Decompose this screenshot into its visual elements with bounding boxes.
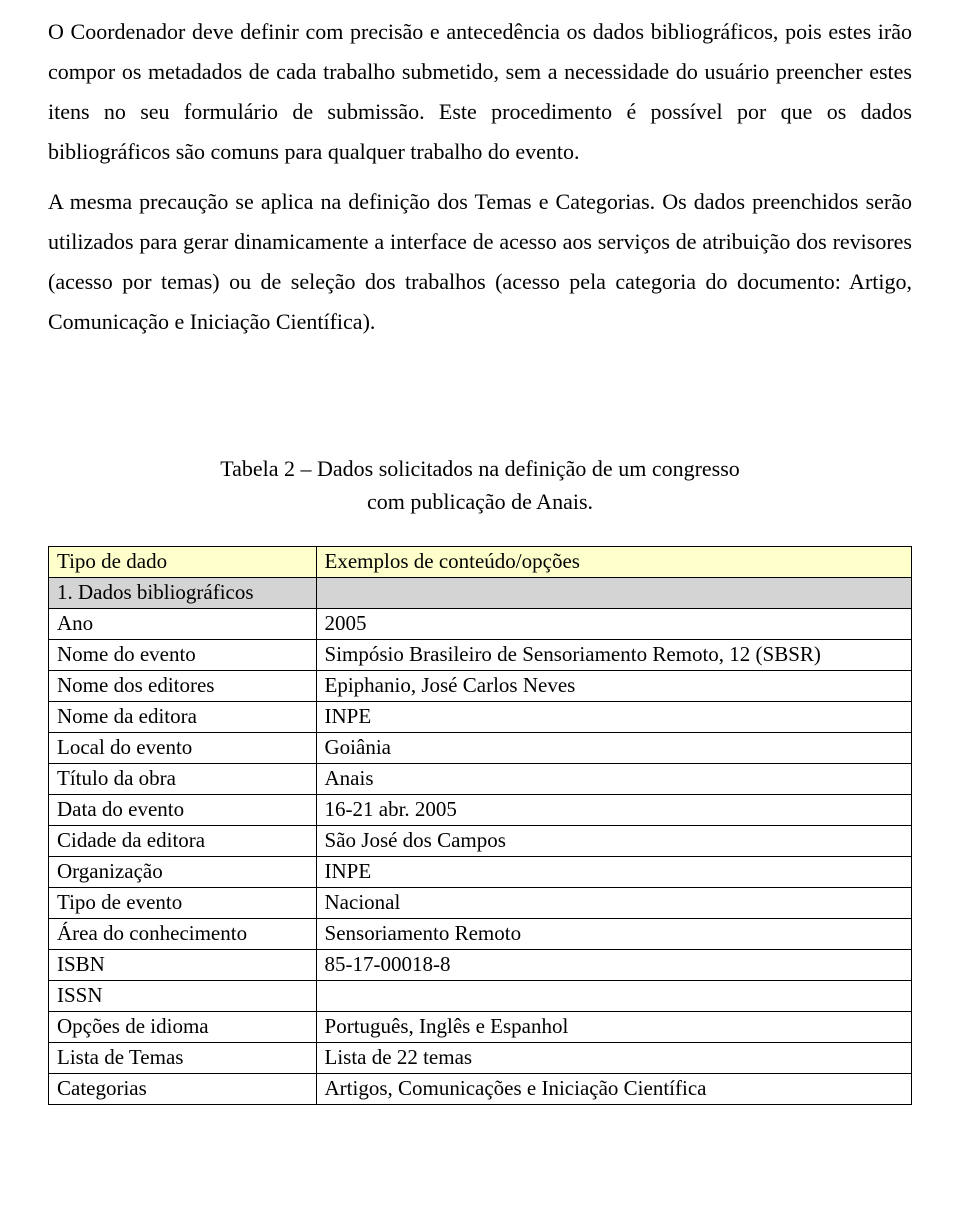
table-cell-label: Nome da editora bbox=[49, 702, 317, 733]
document-page: O Coordenador deve definir com precisão … bbox=[0, 0, 960, 1145]
table-body: Tipo de dado Exemplos de conteúdo/opções… bbox=[49, 547, 912, 1105]
table-section-row: 1. Dados bibliográficos bbox=[49, 578, 912, 609]
table-cell-value: Lista de 22 temas bbox=[316, 1043, 911, 1074]
body-paragraph-1: O Coordenador deve definir com precisão … bbox=[48, 12, 912, 172]
table-row: OrganizaçãoINPE bbox=[49, 857, 912, 888]
table-cell-value: São José dos Campos bbox=[316, 826, 911, 857]
table-row: CategoriasArtigos, Comunicações e Inicia… bbox=[49, 1074, 912, 1105]
table-cell-label: Tipo de evento bbox=[49, 888, 317, 919]
table-row: Local do eventoGoiânia bbox=[49, 733, 912, 764]
table-cell-value: Goiânia bbox=[316, 733, 911, 764]
table-cell-value: INPE bbox=[316, 702, 911, 733]
table-cell-value: Português, Inglês e Espanhol bbox=[316, 1012, 911, 1043]
caption-line-2: com publicação de Anais. bbox=[367, 489, 593, 514]
table-cell-value bbox=[316, 981, 911, 1012]
table-row: Data do evento16-21 abr. 2005 bbox=[49, 795, 912, 826]
table-cell-label: ISSN bbox=[49, 981, 317, 1012]
table-row: Lista de TemasLista de 22 temas bbox=[49, 1043, 912, 1074]
table-row: Área do conhecimentoSensoriamento Remoto bbox=[49, 919, 912, 950]
header-col-2: Exemplos de conteúdo/opções bbox=[316, 547, 911, 578]
table-cell-value: Anais bbox=[316, 764, 911, 795]
table-cell-value: 85-17-00018-8 bbox=[316, 950, 911, 981]
table-cell-value: Sensoriamento Remoto bbox=[316, 919, 911, 950]
table-row: Cidade da editoraSão José dos Campos bbox=[49, 826, 912, 857]
table-cell-label: Ano bbox=[49, 609, 317, 640]
table-row: Título da obraAnais bbox=[49, 764, 912, 795]
table-cell-label: ISBN bbox=[49, 950, 317, 981]
table-cell-value: Simpósio Brasileiro de Sensoriamento Rem… bbox=[316, 640, 911, 671]
table-header-row: Tipo de dado Exemplos de conteúdo/opções bbox=[49, 547, 912, 578]
header-col-1: Tipo de dado bbox=[49, 547, 317, 578]
table-cell-label: Local do evento bbox=[49, 733, 317, 764]
caption-line-1: Tabela 2 – Dados solicitados na definiçã… bbox=[220, 456, 740, 481]
table-row: Opções de idiomaPortuguês, Inglês e Espa… bbox=[49, 1012, 912, 1043]
body-paragraph-2: A mesma precaução se aplica na definição… bbox=[48, 182, 912, 342]
table-cell-label: Lista de Temas bbox=[49, 1043, 317, 1074]
table-cell-label: Área do conhecimento bbox=[49, 919, 317, 950]
table-row: ISBN85-17-00018-8 bbox=[49, 950, 912, 981]
table-cell-label: Categorias bbox=[49, 1074, 317, 1105]
table-row: Tipo de eventoNacional bbox=[49, 888, 912, 919]
table-cell-value: Artigos, Comunicações e Iniciação Cientí… bbox=[316, 1074, 911, 1105]
table-row: Nome dos editoresEpiphanio, José Carlos … bbox=[49, 671, 912, 702]
table-cell-label: Organização bbox=[49, 857, 317, 888]
table-cell-label: Opções de idioma bbox=[49, 1012, 317, 1043]
conference-data-table: Tipo de dado Exemplos de conteúdo/opções… bbox=[48, 546, 912, 1105]
table-cell-label: Nome dos editores bbox=[49, 671, 317, 702]
section-empty bbox=[316, 578, 911, 609]
table-cell-label: Nome do evento bbox=[49, 640, 317, 671]
table-cell-label: Título da obra bbox=[49, 764, 317, 795]
table-cell-value: 2005 bbox=[316, 609, 911, 640]
table-cell-value: INPE bbox=[316, 857, 911, 888]
table-cell-label: Cidade da editora bbox=[49, 826, 317, 857]
table-cell-label: Data do evento bbox=[49, 795, 317, 826]
table-row: Ano2005 bbox=[49, 609, 912, 640]
table-row: ISSN bbox=[49, 981, 912, 1012]
table-row: Nome da editoraINPE bbox=[49, 702, 912, 733]
table-row: Nome do eventoSimpósio Brasileiro de Sen… bbox=[49, 640, 912, 671]
table-caption: Tabela 2 – Dados solicitados na definiçã… bbox=[134, 452, 825, 518]
table-cell-value: Epiphanio, José Carlos Neves bbox=[316, 671, 911, 702]
table-cell-value: 16-21 abr. 2005 bbox=[316, 795, 911, 826]
section-label: 1. Dados bibliográficos bbox=[49, 578, 317, 609]
table-cell-value: Nacional bbox=[316, 888, 911, 919]
